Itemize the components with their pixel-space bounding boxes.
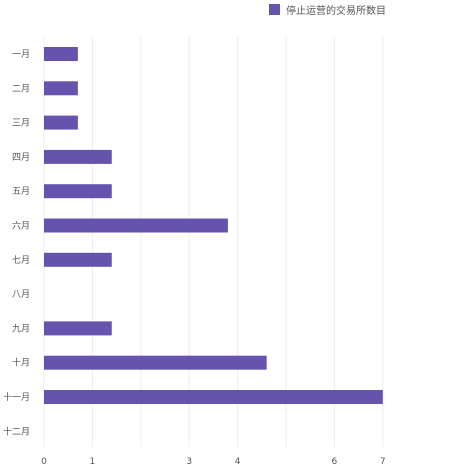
bar[interactable] bbox=[44, 149, 112, 164]
x-tick-label: 6 bbox=[332, 457, 338, 467]
bars bbox=[44, 47, 383, 404]
bar[interactable] bbox=[44, 321, 112, 336]
category-label: 二月 bbox=[12, 83, 30, 94]
category-label: 七月 bbox=[12, 255, 30, 266]
x-tick-label: 1 bbox=[90, 457, 96, 467]
bar[interactable] bbox=[44, 390, 383, 404]
category-label: 六月 bbox=[12, 220, 30, 232]
bar[interactable] bbox=[44, 47, 78, 61]
category-label: 十二月 bbox=[3, 425, 30, 437]
x-tick-label: 7 bbox=[380, 457, 386, 467]
legend[interactable]: 停止运营的交易所数目 bbox=[269, 2, 386, 17]
category-label: 五月 bbox=[12, 186, 30, 197]
bar[interactable] bbox=[44, 115, 78, 130]
category-label: 三月 bbox=[12, 118, 30, 129]
bar[interactable] bbox=[44, 218, 228, 233]
bar[interactable] bbox=[44, 252, 112, 267]
category-label: 四月 bbox=[12, 152, 30, 163]
x-axis-ticks: 0 1 3 4 6 7 bbox=[41, 457, 386, 467]
category-label: 十一月 bbox=[3, 391, 30, 403]
x-tick-label: 3 bbox=[186, 457, 192, 467]
bar[interactable] bbox=[44, 355, 267, 370]
bar[interactable] bbox=[44, 184, 112, 199]
legend-label: 停止运营的交易所数目 bbox=[286, 6, 386, 17]
grid-lines bbox=[43, 36, 384, 447]
category-label: 十月 bbox=[12, 357, 30, 369]
category-label: 九月 bbox=[12, 323, 30, 334]
x-tick-label: 4 bbox=[235, 457, 241, 467]
bar[interactable] bbox=[44, 81, 78, 96]
category-label: 八月 bbox=[12, 289, 30, 300]
legend-swatch bbox=[269, 4, 280, 15]
category-label: 一月 bbox=[12, 49, 30, 60]
x-tick-label: 0 bbox=[41, 457, 47, 467]
